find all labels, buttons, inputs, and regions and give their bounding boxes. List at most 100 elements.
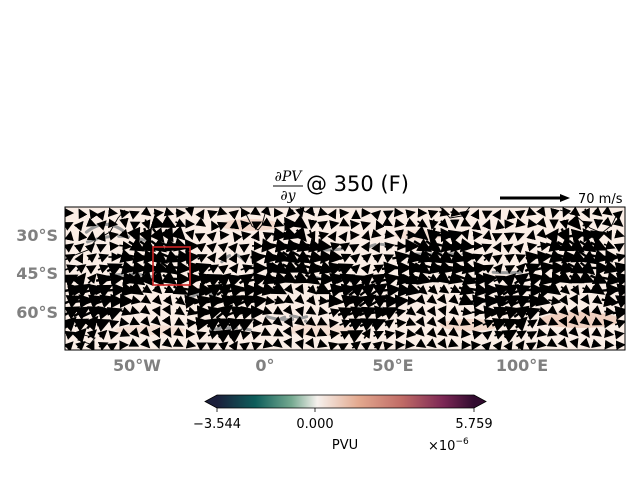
wind-arrow bbox=[206, 231, 217, 242]
wind-arrow bbox=[582, 220, 593, 230]
wind-arrow bbox=[501, 329, 518, 344]
wind-arrow bbox=[306, 284, 317, 295]
wind-arrow bbox=[65, 222, 74, 231]
wind-arrow bbox=[130, 295, 142, 305]
wind-arrow bbox=[337, 263, 354, 277]
wind-arrow bbox=[368, 295, 389, 309]
wind-arrow bbox=[141, 284, 153, 294]
wind-arrow bbox=[427, 209, 439, 219]
wind-arrow bbox=[301, 249, 325, 264]
wind-arrow bbox=[195, 209, 205, 220]
wind-arrow bbox=[580, 327, 590, 339]
wind-arrow bbox=[251, 341, 263, 350]
wind-arrow bbox=[515, 263, 526, 274]
wind-arrow bbox=[614, 229, 625, 239]
wind-arrow bbox=[65, 264, 77, 274]
wind-arrow bbox=[294, 338, 304, 350]
wind-arrow bbox=[603, 240, 616, 250]
wind-arrow bbox=[216, 207, 228, 216]
wind-arrow bbox=[526, 331, 538, 340]
wind-arrow bbox=[283, 294, 294, 304]
wind-arrow bbox=[151, 283, 163, 295]
wind-arrow bbox=[195, 217, 207, 227]
wind-arrow bbox=[107, 207, 118, 218]
wind-arrow bbox=[470, 208, 480, 220]
wind-arrow bbox=[262, 231, 274, 241]
wind-arrow bbox=[119, 328, 131, 337]
wind-arrow bbox=[206, 342, 218, 350]
wind-arrow bbox=[559, 284, 570, 295]
wind-arrow bbox=[478, 283, 500, 298]
wind-arrow bbox=[86, 253, 97, 263]
lat-label-60s: 60°S bbox=[16, 303, 58, 322]
wind-arrow bbox=[196, 342, 208, 350]
wind-arrow bbox=[272, 338, 283, 348]
wind-arrow bbox=[527, 218, 538, 229]
wind-arrow bbox=[283, 337, 292, 349]
wind-arrow bbox=[503, 340, 513, 350]
wind-arrow bbox=[206, 242, 217, 253]
plot-title: ∂PV ∂y @ 350 (F) bbox=[273, 169, 409, 204]
wind-arrow bbox=[515, 254, 527, 263]
wind-arrow bbox=[139, 304, 151, 315]
wind-arrow bbox=[383, 254, 395, 264]
wind-arrow bbox=[578, 228, 598, 243]
wind-arrow bbox=[329, 318, 339, 329]
wind-arrow bbox=[495, 219, 505, 231]
wind-arrow bbox=[305, 316, 317, 327]
wind-arrow bbox=[588, 249, 610, 264]
wind-arrow bbox=[557, 337, 568, 348]
wind-arrow bbox=[384, 329, 396, 340]
wind-arrow bbox=[450, 207, 462, 217]
wind-arrow bbox=[283, 283, 294, 295]
wind-arrow bbox=[307, 219, 318, 230]
wind-arrow bbox=[151, 327, 161, 338]
wind-arrow bbox=[86, 273, 97, 284]
wind-arrow bbox=[405, 317, 417, 327]
wind-arrow bbox=[514, 232, 525, 242]
wind-arrow bbox=[500, 273, 517, 289]
wind-arrow bbox=[140, 316, 151, 327]
wind-arrow bbox=[358, 273, 374, 289]
wind-arrow bbox=[272, 316, 283, 327]
wind-arrow bbox=[274, 295, 286, 305]
wind-arrow bbox=[395, 308, 407, 318]
wind-arrow bbox=[261, 238, 277, 253]
wind-arrow bbox=[337, 307, 355, 321]
title-numerator: ∂PV bbox=[275, 169, 304, 185]
wind-arrow bbox=[381, 307, 399, 321]
wind-arrow bbox=[127, 281, 144, 296]
wind-arrow bbox=[459, 238, 476, 253]
wind-arrow bbox=[94, 318, 111, 332]
wind-arrow bbox=[361, 253, 372, 264]
wind-arrow bbox=[601, 216, 613, 227]
wind-arrow bbox=[375, 219, 385, 231]
wind-arrow bbox=[493, 263, 503, 274]
wind-arrow bbox=[491, 233, 503, 242]
wind-arrow bbox=[174, 316, 185, 326]
wind-arrow bbox=[450, 284, 461, 294]
wind-arrow bbox=[579, 315, 590, 326]
wind-arrow bbox=[447, 270, 465, 285]
wind-arrow bbox=[515, 218, 526, 228]
wind-arrow bbox=[349, 219, 361, 230]
wind-arrow bbox=[273, 218, 285, 228]
wind-arrow bbox=[151, 294, 162, 305]
wind-arrow bbox=[414, 326, 425, 337]
wind-arrow bbox=[383, 341, 394, 350]
wind-arrow bbox=[481, 341, 492, 350]
wind-arrow bbox=[317, 306, 329, 316]
wind-arrow bbox=[492, 254, 503, 264]
wind-arrow bbox=[129, 305, 141, 315]
wind-arrow bbox=[260, 327, 272, 336]
wind-arrow bbox=[250, 230, 260, 242]
wind-arrow bbox=[65, 253, 76, 263]
wind-arrow bbox=[161, 304, 171, 316]
wind-arrow bbox=[237, 319, 254, 332]
wind-arrow bbox=[415, 316, 425, 327]
wind-arrow bbox=[429, 219, 439, 230]
wind-arrow bbox=[502, 243, 514, 254]
wind-arrow bbox=[150, 238, 167, 253]
wind-arrow bbox=[373, 330, 384, 340]
wind-arrow bbox=[226, 283, 246, 298]
